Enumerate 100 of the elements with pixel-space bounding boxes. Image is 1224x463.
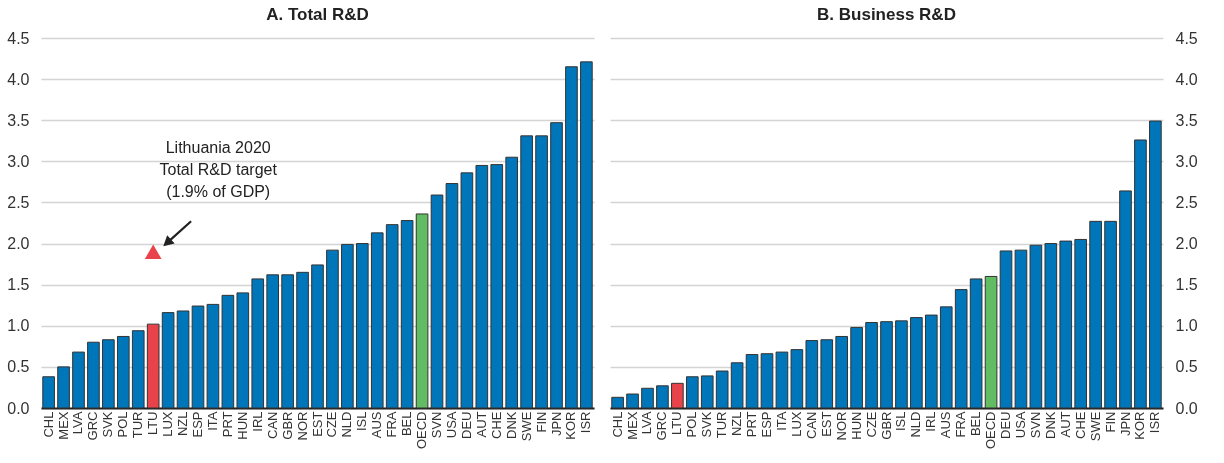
bar <box>895 320 908 409</box>
x-tick-label: NZL <box>729 411 745 437</box>
bar <box>87 341 100 409</box>
y-tick-label: 3.0 <box>7 152 30 170</box>
x-tick-label: CHE <box>488 411 504 439</box>
bar <box>206 303 220 409</box>
x-tick-label: POL <box>684 411 700 438</box>
x-tick-label: ISL <box>354 411 370 432</box>
x-tick-label: LTU <box>145 411 161 436</box>
bar <box>116 335 130 409</box>
bar <box>400 220 414 409</box>
bar <box>251 278 265 409</box>
bar <box>102 339 115 409</box>
bar <box>236 292 250 409</box>
x-tick-label: MEX <box>55 411 71 440</box>
bar <box>1074 238 1088 409</box>
bar <box>939 306 953 409</box>
bar <box>656 385 669 409</box>
x-tick-label: ESP <box>759 411 774 438</box>
y-tick-label: 2.5 <box>1175 193 1198 211</box>
bar <box>1044 243 1058 409</box>
bar <box>954 289 968 409</box>
bar <box>72 351 85 409</box>
x-tick-label: GRC <box>654 411 670 441</box>
x-tick-label: FRA <box>384 411 400 438</box>
bar <box>805 340 819 409</box>
x-tick-label: KOR <box>563 411 579 440</box>
y-tick-label: 4.0 <box>7 70 30 88</box>
x-tick-label: JPN <box>1117 411 1133 437</box>
bar <box>1149 120 1162 409</box>
x-tick-label: ITA <box>773 411 789 431</box>
y-tick-label: 2.0 <box>7 235 30 253</box>
chart-title: B. Business R&D <box>817 5 956 24</box>
bar <box>790 349 804 409</box>
x-tick-label: LTU <box>669 411 685 436</box>
y-tick-label: 0.5 <box>1175 358 1198 376</box>
y-tick-label: 2.5 <box>7 193 30 211</box>
x-tick-label: USA <box>443 411 459 439</box>
x-tick-label: AUS <box>938 411 954 439</box>
x-tick-label: GBR <box>878 411 894 440</box>
y-tick-label: 3.0 <box>1175 152 1198 170</box>
annotation: Lithuania 2020 Total R&D target (1.9% of GDP) <box>159 138 278 200</box>
bar <box>611 396 624 409</box>
bar <box>311 264 324 409</box>
bar <box>296 271 309 409</box>
x-tick-label: HUN <box>234 411 250 440</box>
x-tick-label: SWE <box>518 411 534 442</box>
x-tick-label: EST <box>309 411 325 437</box>
y-tick-label: 0.0 <box>7 399 30 417</box>
x-tick-label: IRL <box>249 411 265 432</box>
x-tick-label: CAN <box>264 411 280 439</box>
bar <box>641 387 654 409</box>
bar <box>520 135 533 409</box>
bar <box>910 317 923 409</box>
x-tick-label: LUX <box>160 411 176 437</box>
x-tick-label: IRL <box>923 411 939 432</box>
x-tick-label: NOR <box>833 411 849 441</box>
bar <box>475 164 489 409</box>
bar <box>880 321 893 409</box>
bar <box>1104 220 1117 409</box>
bar <box>370 232 384 409</box>
x-tick-label: ISL <box>893 411 909 432</box>
x-tick-label: DEU <box>458 411 474 439</box>
bar <box>1029 244 1043 409</box>
x-tick-label: DEU <box>998 411 1013 439</box>
bar <box>999 250 1013 409</box>
x-tick-label: AUT <box>473 411 489 438</box>
bar <box>550 122 563 409</box>
bar <box>445 183 459 409</box>
bar <box>385 224 399 409</box>
x-tick-label: ITA <box>204 411 220 431</box>
bar <box>730 362 744 409</box>
bar <box>281 274 294 409</box>
x-tick-label: AUS <box>369 411 385 439</box>
bar <box>415 213 429 409</box>
x-tick-label: CAN <box>803 411 819 439</box>
bar <box>42 376 55 409</box>
y-tick-label: 0.0 <box>1175 399 1198 417</box>
bar <box>745 354 759 409</box>
bar <box>355 243 369 409</box>
x-tick-label: SVK <box>100 411 116 438</box>
bar <box>580 61 593 409</box>
bar <box>671 382 684 409</box>
x-tick-label: MEX <box>624 411 640 440</box>
bar <box>775 351 789 409</box>
bar <box>760 353 774 409</box>
bar <box>700 375 714 409</box>
bar <box>341 243 354 409</box>
y-tick-label: 4.5 <box>7 29 30 47</box>
bar <box>535 135 548 409</box>
x-tick-label: USA <box>1012 411 1028 439</box>
bar <box>191 305 205 409</box>
x-tick-label: SVN <box>429 411 444 439</box>
x-tick-label: CZE <box>324 411 340 438</box>
chart-title: A. Total R&D <box>266 5 369 24</box>
x-tick-label: CZE <box>863 411 879 438</box>
x-tick-label: SVN <box>1027 411 1043 439</box>
x-tick-label: JPN <box>548 411 564 437</box>
bar <box>565 66 578 409</box>
x-tick-label: TUR <box>714 411 730 439</box>
